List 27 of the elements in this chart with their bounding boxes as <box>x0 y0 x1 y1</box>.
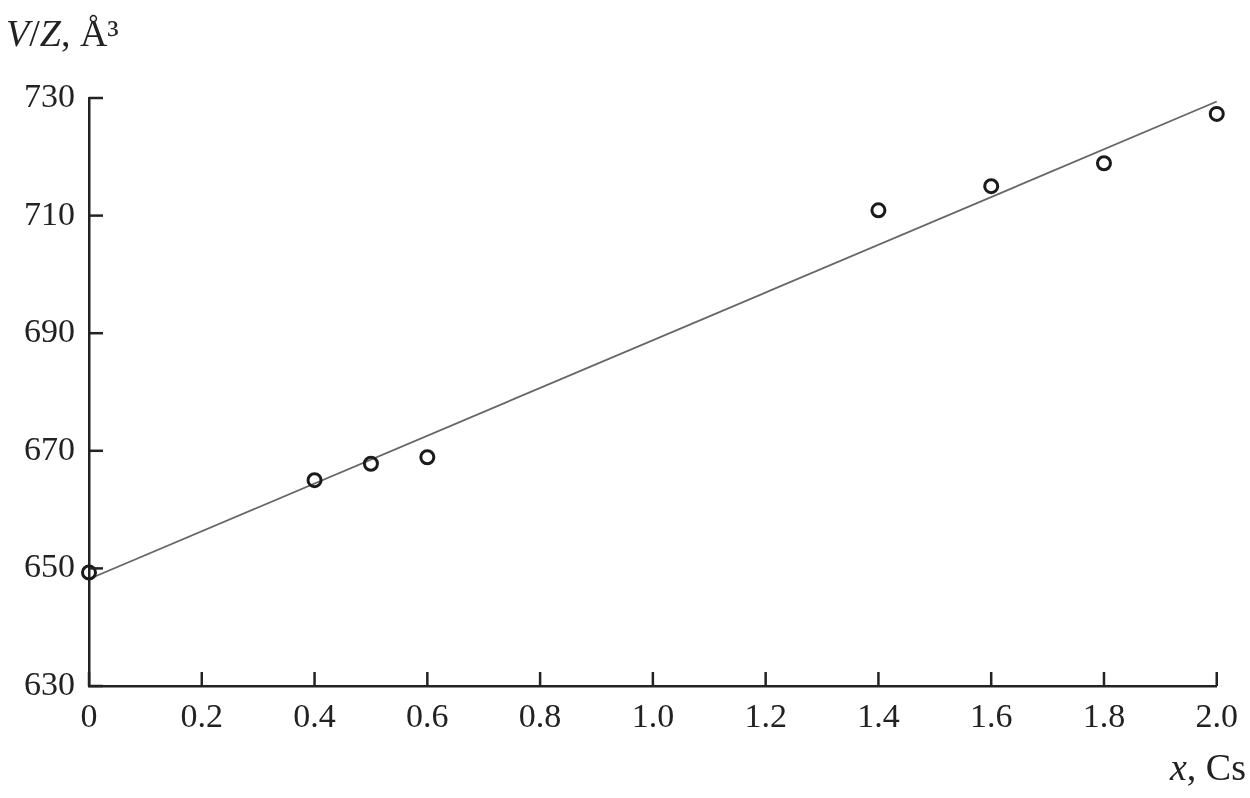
x-tick-label: 0.8 <box>518 697 562 735</box>
x-tick-label: 0 <box>80 697 98 735</box>
y-tick-label: 690 <box>24 312 75 350</box>
x-tick-label: 1.6 <box>969 697 1013 735</box>
x-tick-label: 0.4 <box>293 697 336 735</box>
x-tick-label: 0.6 <box>406 697 449 735</box>
x-tick-label: 1.2 <box>744 697 787 735</box>
x-tick-label: 1.0 <box>631 697 675 735</box>
y-tick-label: 630 <box>24 664 75 702</box>
x-tick-label: 0.2 <box>180 697 224 735</box>
point <box>81 564 97 581</box>
point <box>1208 105 1225 122</box>
y-axis-title: V/Z, Å³ <box>6 12 119 54</box>
x-tick-label: 1.8 <box>1082 697 1126 735</box>
x-axis-title: x, Cs <box>1169 746 1246 788</box>
x-tick-label: 1.4 <box>857 697 900 735</box>
point <box>983 178 1000 195</box>
y-tick-label: 670 <box>24 429 75 467</box>
y-tick-label: 730 <box>24 76 75 114</box>
point <box>870 202 887 219</box>
point <box>306 472 323 489</box>
point <box>419 449 436 466</box>
y-tick-label: 650 <box>24 547 75 585</box>
point <box>362 455 379 472</box>
x-tick-label: 2.0 <box>1195 697 1238 735</box>
point <box>1095 155 1112 172</box>
y-tick-label: 710 <box>24 194 75 232</box>
